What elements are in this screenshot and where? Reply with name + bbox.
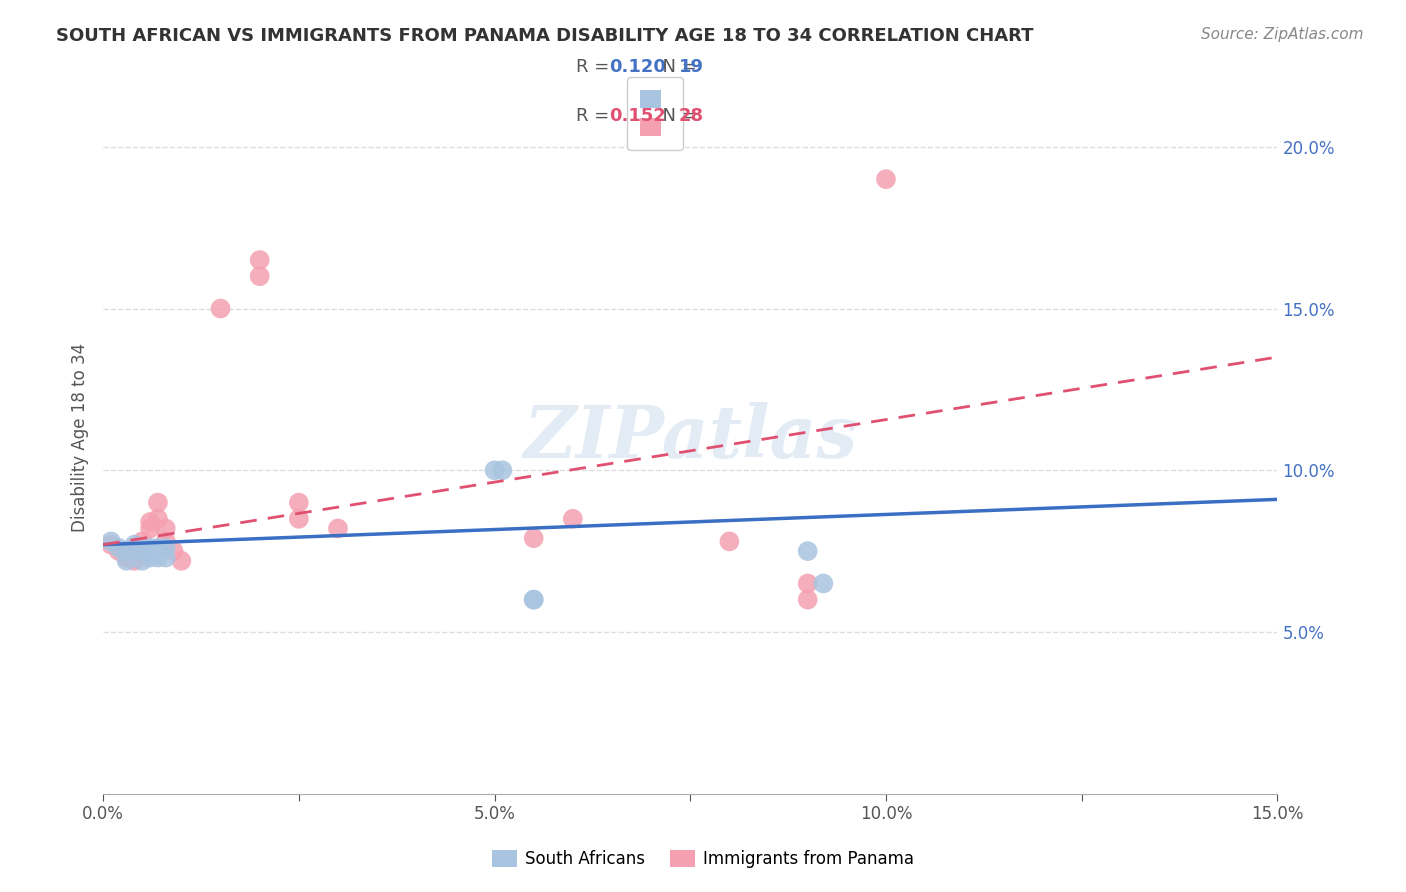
Point [491, 463, 513, 477]
Legend: South Africans, Immigrants from Panama: South Africans, Immigrants from Panama [485, 843, 921, 875]
Point [288, 512, 311, 526]
Point [115, 550, 138, 565]
Point [131, 544, 153, 558]
Point [249, 269, 271, 284]
Point [523, 592, 546, 607]
Point [155, 541, 177, 555]
Text: N =: N = [651, 58, 703, 76]
Point [131, 554, 153, 568]
Point [131, 534, 153, 549]
Point [124, 541, 146, 555]
Point [115, 544, 138, 558]
Point [155, 534, 177, 549]
Text: 0.120: 0.120 [609, 58, 665, 76]
Text: 19: 19 [679, 58, 704, 76]
Point [249, 253, 271, 268]
Point [139, 521, 162, 535]
Point [107, 544, 129, 558]
Point [796, 592, 818, 607]
Point [796, 544, 818, 558]
Point [796, 576, 818, 591]
Point [107, 541, 129, 555]
Text: SOUTH AFRICAN VS IMMIGRANTS FROM PANAMA DISABILITY AGE 18 TO 34 CORRELATION CHAR: SOUTH AFRICAN VS IMMIGRANTS FROM PANAMA … [56, 27, 1033, 45]
Point [209, 301, 232, 316]
Point [100, 538, 122, 552]
Text: Source: ZipAtlas.com: Source: ZipAtlas.com [1201, 27, 1364, 42]
Point [124, 538, 146, 552]
Text: 0.152: 0.152 [609, 107, 665, 125]
Point [115, 554, 138, 568]
Point [170, 554, 193, 568]
Legend: , : , [627, 77, 683, 150]
Point [162, 544, 184, 558]
Point [100, 534, 122, 549]
Y-axis label: Disability Age 18 to 34: Disability Age 18 to 34 [72, 343, 89, 533]
Point [523, 531, 546, 545]
Point [115, 550, 138, 565]
Point [875, 172, 897, 186]
Text: R =: R = [576, 58, 616, 76]
Text: 28: 28 [679, 107, 704, 125]
Text: ZIPatlas: ZIPatlas [523, 402, 858, 474]
Point [139, 515, 162, 529]
Point [124, 554, 146, 568]
Point [288, 495, 311, 509]
Point [523, 592, 546, 607]
Point [484, 463, 506, 477]
Point [146, 550, 169, 565]
Point [718, 534, 741, 549]
Point [146, 512, 169, 526]
Point [131, 547, 153, 561]
Point [146, 541, 169, 555]
Point [326, 521, 349, 535]
Point [139, 550, 162, 565]
Point [155, 521, 177, 535]
Text: R =: R = [576, 107, 616, 125]
Point [155, 550, 177, 565]
Text: N =: N = [651, 107, 703, 125]
Point [146, 495, 169, 509]
Point [561, 512, 583, 526]
Point [813, 576, 835, 591]
Point [139, 541, 162, 555]
